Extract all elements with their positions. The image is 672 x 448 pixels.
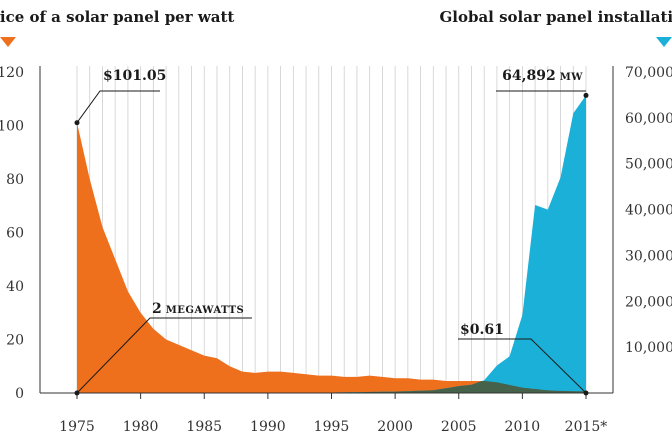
axes: 0 20 40 60 80 100 120 10,000 20,000 30,000 40,000 5… xyxy=(0,65,672,435)
ann-start-price: $101.05 xyxy=(103,68,166,84)
x-tick-label-1: 1980 xyxy=(123,419,159,435)
right-tick-label-4: 50,000 xyxy=(625,157,672,173)
ann-end-price: $0.61 xyxy=(460,322,504,338)
price-legend-triangle xyxy=(0,37,16,47)
installations-area xyxy=(77,95,586,394)
overlap-area xyxy=(77,381,586,393)
x-tick-label-3: 1990 xyxy=(250,419,286,435)
x-tick-label-8: 2015* xyxy=(565,419,608,435)
ann-line-end-price xyxy=(458,338,587,394)
x-tick-label-4: 1995 xyxy=(314,419,350,435)
left-axis-title: rice of a solar panel per watt xyxy=(0,8,235,26)
right-tick-label-6: 70,000 xyxy=(625,65,672,81)
x-tick-label-7: 2010 xyxy=(505,419,541,435)
ann-line-start-price xyxy=(76,90,160,123)
ann-dot-start-price xyxy=(74,120,80,126)
left-tick-label-6: 120 xyxy=(0,65,24,81)
ann-start-install: 2 MEGAWATTS xyxy=(152,301,244,317)
price-area xyxy=(77,122,586,393)
left-tick-label-3: 60 xyxy=(6,226,24,242)
ann-dot-end-install xyxy=(583,92,589,98)
ann-end-price-value: $0.61 xyxy=(460,322,504,338)
ann-end-install: 64,892 MW xyxy=(502,68,583,84)
x-tick-label-5: 2000 xyxy=(377,419,413,435)
area-series xyxy=(77,95,586,394)
right-tick-label-2: 30,000 xyxy=(625,248,672,264)
left-tick-label-5: 100 xyxy=(0,119,24,135)
right-tick-label-1: 20,000 xyxy=(625,294,672,310)
left-tick-label-2: 40 xyxy=(6,279,24,295)
installations-legend-triangle xyxy=(656,37,672,47)
right-tick-label-0: 10,000 xyxy=(625,340,672,356)
ann-line-start-install xyxy=(76,317,252,394)
x-tick-label-0: 1975 xyxy=(59,419,95,435)
ann-start-price-value: $101.05 xyxy=(103,68,166,84)
x-tick-label-6: 2005 xyxy=(441,419,477,435)
ann-dot-start-install xyxy=(74,390,80,396)
left-tick-label-1: 20 xyxy=(6,333,24,349)
left-tick-label-0: 0 xyxy=(15,386,24,402)
ann-start-install-unit: MEGAWATTS xyxy=(162,305,245,316)
ann-dot-end-price xyxy=(583,390,589,396)
ann-end-install-value: 64,892 xyxy=(502,68,556,84)
right-tick-label-5: 60,000 xyxy=(625,111,672,127)
right-tick-label-3: 40,000 xyxy=(625,203,672,219)
left-tick-label-4: 80 xyxy=(6,172,24,188)
x-tick-label-2: 1985 xyxy=(186,419,222,435)
right-axis-title: Global solar panel installation xyxy=(439,8,672,26)
annotations: $101.05 64,892 MW 2 MEGAWATTS $0.61 xyxy=(74,68,589,396)
ann-start-install-value: 2 xyxy=(152,301,162,317)
ann-end-install-unit: MW xyxy=(556,72,584,83)
